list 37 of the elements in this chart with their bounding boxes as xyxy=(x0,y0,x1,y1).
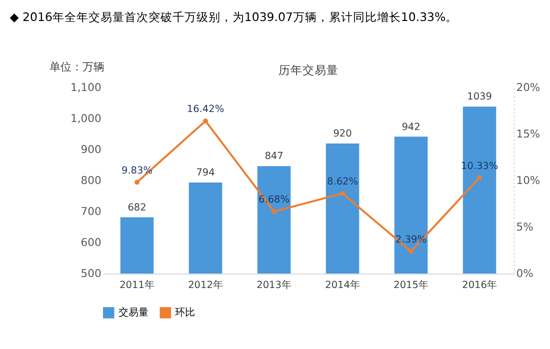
point xyxy=(134,180,140,185)
legend-label: 环比 xyxy=(175,306,196,319)
y-tick-label: 1,000 xyxy=(70,112,102,126)
data-label: 942 xyxy=(402,122,420,133)
x-tick-label: 2015年 xyxy=(394,278,428,291)
chart-title: ◆ 2016年全年交易量首次突破千万级别，为1039.07万辆，累计同比增长10.33%。 xyxy=(10,10,458,24)
data-label: 682 xyxy=(128,202,146,214)
point xyxy=(203,118,208,124)
x-tick-label: 2011年 xyxy=(120,278,154,291)
y-tick-label: 500 xyxy=(80,267,102,280)
y-tick-label: 1,100 xyxy=(70,81,102,94)
y2-tick-label: 15% xyxy=(516,128,540,141)
data-label: 920 xyxy=(333,128,352,140)
y-tick-label: 700 xyxy=(80,205,102,218)
y-tick-label: 800 xyxy=(80,174,102,188)
data-label: 8.62% xyxy=(327,176,358,188)
x-tick-label: 2016年 xyxy=(462,278,497,291)
y-tick-label: 900 xyxy=(80,143,102,156)
point xyxy=(272,209,276,214)
y2-tick-label: 20% xyxy=(516,81,540,94)
point xyxy=(477,175,482,180)
data-label: 1039 xyxy=(467,92,492,103)
data-label: 847 xyxy=(264,151,284,162)
x-tick-label: 2012年 xyxy=(188,278,223,291)
chart-subtitle: 历年交易量 xyxy=(278,62,338,77)
point xyxy=(408,248,414,254)
y-tick-label: 600 xyxy=(80,236,102,250)
data-label: 794 xyxy=(196,168,215,179)
y2-tick-label: 10% xyxy=(516,174,540,188)
y-axis-title: 单位：万辆 xyxy=(49,60,104,74)
data-label: 16.42% xyxy=(186,104,224,116)
legend-label: 交易量 xyxy=(118,306,148,319)
y2-tick-label: 0% xyxy=(516,267,534,280)
point xyxy=(340,191,345,196)
x-tick-label: 2013年 xyxy=(256,278,292,291)
y2-tick-label: 5% xyxy=(516,220,534,234)
x-tick-label: 2014年 xyxy=(325,278,360,291)
